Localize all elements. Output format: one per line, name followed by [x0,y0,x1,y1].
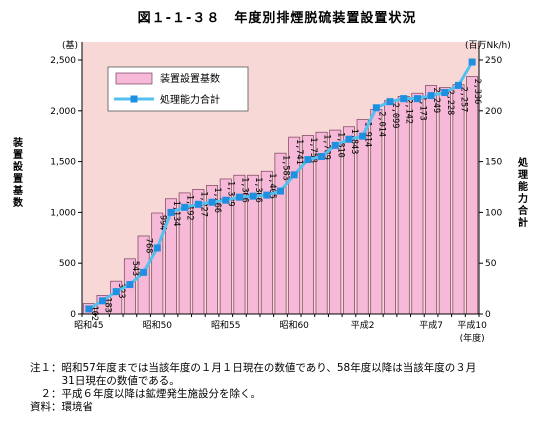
y-left-unit: (基) [62,39,78,51]
line-marker [249,192,257,200]
bar-data-label: 323 [116,283,126,298]
line-marker [441,89,449,97]
x-unit-label: (年度) [460,332,485,344]
line-marker [99,297,107,305]
y-right-tick-label: 50 [485,259,497,269]
bar-data-label: 1,843 [349,129,359,155]
bar-data-label: 2,249 [431,88,441,114]
y-right-tick-label: 150 [485,158,502,168]
line-marker [222,196,230,204]
y-left-tick-label: 500 [59,259,76,269]
bar-data-label: 1,405 [267,173,277,199]
line-marker [318,153,326,161]
legend-line-label: 処理能力合計 [160,93,220,106]
x-tick-label: 昭和45 [74,320,103,331]
line-marker [263,191,271,199]
legend-bar-swatch [115,72,153,85]
bar-data-label: 1,758 [308,137,318,163]
line-marker [181,203,189,211]
line-marker [372,104,380,112]
y-left-tick-label: 2,500 [50,56,76,66]
line-marker [331,141,339,149]
line-marker [235,193,243,201]
line-marker [386,98,394,106]
y-right-axis-label: 処理能力合計 [517,156,529,229]
line-marker [140,268,148,276]
line-marker [413,95,421,103]
note-2: ２：平成６年度以降は鉱煙発生施設分を除く。 [30,388,261,400]
bar-data-label: 994 [157,215,167,230]
bar-data-label: 2,014 [376,111,386,137]
bar-data-label: 2,257 [458,87,468,113]
bar-data-label: 1,741 [294,139,304,165]
y-left-tick-label: 1,000 [50,208,76,218]
line-marker [112,288,120,296]
y-right-tick-label: 0 [485,310,491,320]
line-marker [126,281,134,289]
line-marker [194,200,202,208]
x-tick-label: 昭和55 [211,320,240,331]
bar-data-label: 1,366 [253,177,263,203]
line-marker [359,132,367,140]
line-marker [427,92,435,100]
bar-data-label: 1,366 [239,177,249,203]
bar-data-label: 1,810 [335,132,345,158]
line-marker [345,135,353,143]
bar [452,84,465,315]
x-tick-label: 平成2 [351,319,375,331]
bar-data-label: 2,173 [417,95,427,121]
line-marker [400,95,408,103]
y-left-tick-label: 2,000 [50,107,76,117]
x-tick-label: 昭和50 [143,320,173,331]
x-tick-label: 平成10 [457,319,487,331]
line-marker [468,58,476,66]
y-left-tick-label: 1,500 [50,158,76,168]
y-left-axis-label: 装置設置基数 [12,136,24,209]
y-right-tick-label: 200 [485,107,502,117]
line-marker [153,244,161,252]
x-tick-label: 昭和60 [279,320,309,331]
line-marker [85,305,93,313]
bar-data-label: 2,228 [445,90,455,116]
note-1-cont: 31日現在の数値である。 [30,375,180,387]
chart-title: 図１-１-３８ 年度別排煙脱硫装置設置状況 [137,11,417,26]
line-marker [208,198,216,206]
y-left-tick-label: 0 [70,310,76,320]
line-marker [454,81,462,89]
bar-data-label: 2,142 [404,98,414,124]
y-right-tick-label: 250 [485,56,502,66]
bar-data-label: 768 [144,238,154,253]
bar-data-label: 1,789 [322,134,332,160]
line-marker [304,156,312,164]
x-tick-label: 平成7 [419,319,443,331]
line-marker [290,171,298,179]
bar-data-label: 2,336 [472,79,482,105]
bar-data-label: 543 [130,261,140,276]
legend-line-marker [130,95,138,103]
y-right-tick-label: 100 [485,208,502,218]
bar-data-label: 1,329 [226,181,236,207]
bar-data-label: 102 [89,306,99,321]
line-marker [167,208,175,216]
bar-data-label: 1,583 [281,155,291,181]
source-note: 資料：環境省 [30,401,93,413]
bar [438,87,451,315]
line-marker [277,187,284,195]
bar [411,92,424,315]
bar-data-label: 1,914 [363,122,373,148]
note-1: 注１：昭和57年度までは当該年度の１月１日現在の数値であり、58年度以降は当該年… [30,362,477,374]
bar-data-label: 1,134 [171,201,181,227]
bar-data-label: 183 [103,297,113,312]
bar [397,96,410,315]
y-right-unit: (百万Nk/h) [465,40,511,51]
legend-bar-label: 装置設置基数 [160,72,220,85]
bar-data-label: 2,099 [390,103,400,129]
